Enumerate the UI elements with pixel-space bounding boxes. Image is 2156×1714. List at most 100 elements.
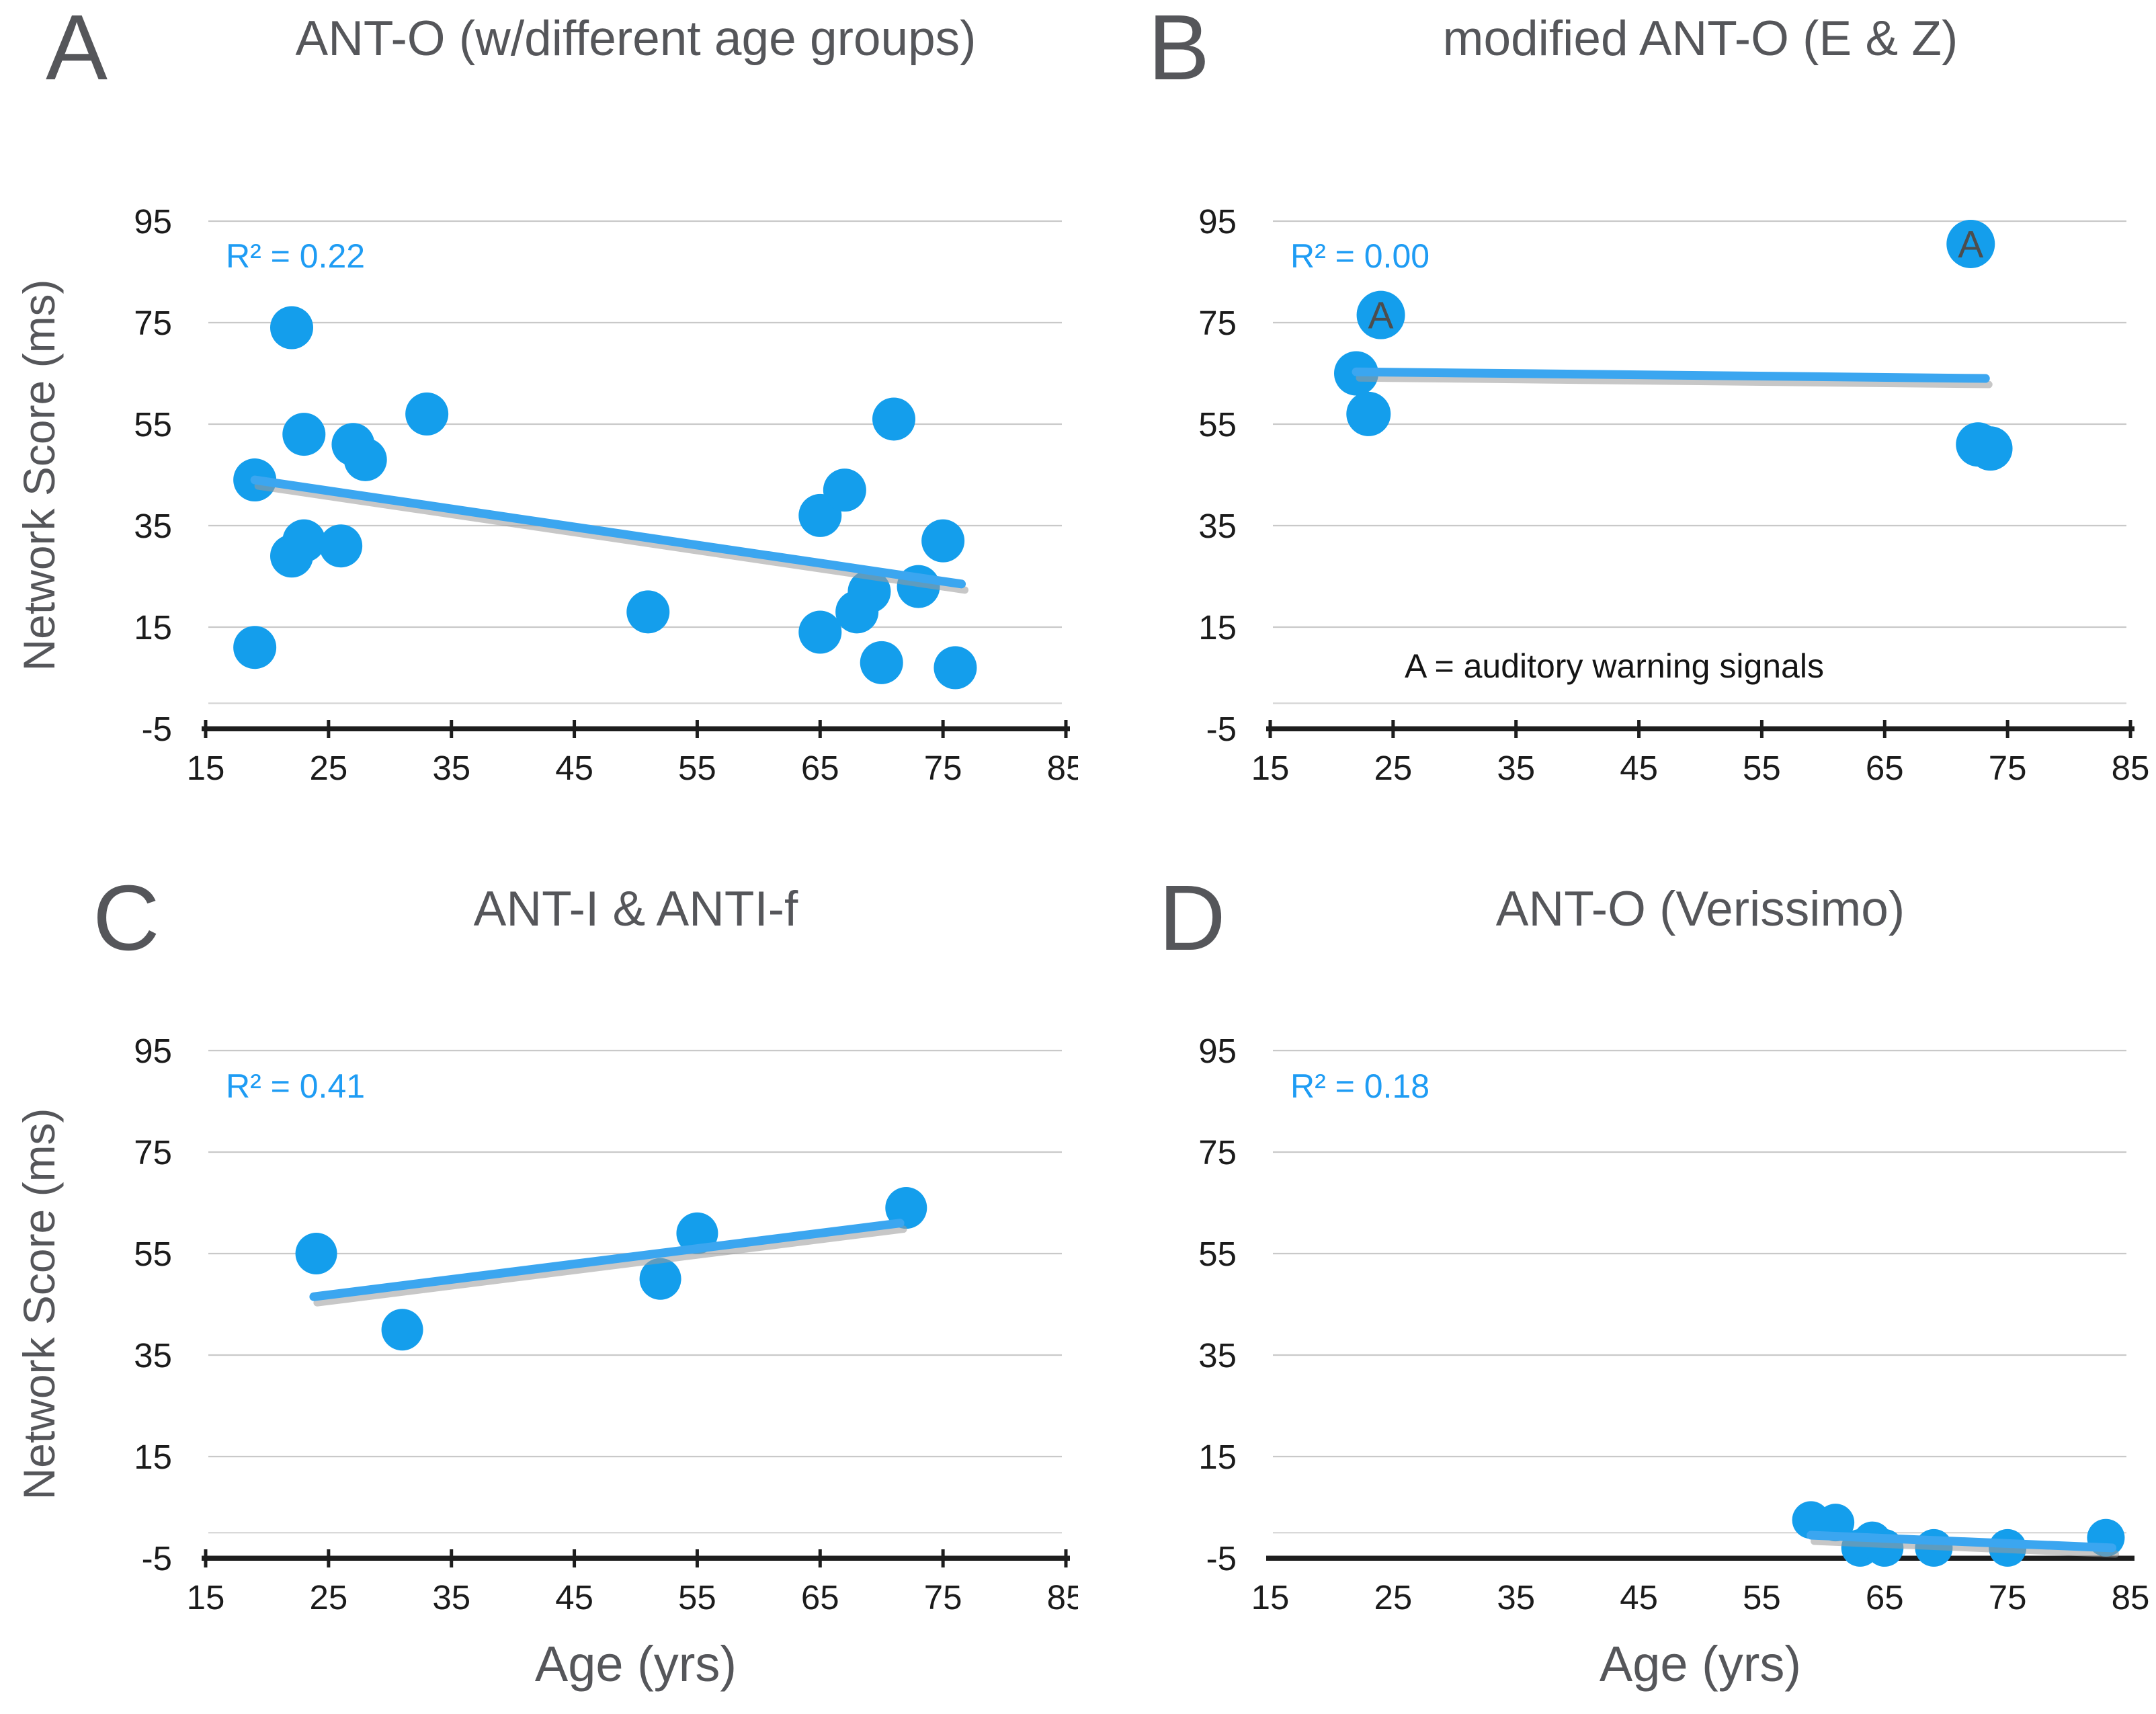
x-axis-tick: [1064, 1549, 1068, 1567]
x-axis-tick: [818, 720, 822, 738]
x-tick-label: 35: [1497, 749, 1535, 787]
x-axis-tick: [1268, 720, 1272, 738]
x-tick-label: 55: [678, 749, 716, 787]
trend-line: [1352, 367, 1990, 383]
x-axis-tick: [695, 1549, 699, 1567]
x-axis-tick: [1514, 720, 1518, 738]
r2-annotation-b: R² = 0.00: [1290, 237, 1430, 275]
panel-title-b: modified ANT-O (E & Z): [1442, 11, 1958, 66]
x-axis-tick: [941, 720, 945, 738]
y-tick-label: 75: [1198, 1133, 1237, 1172]
x-axis-tick: [941, 1549, 945, 1567]
x-tick-label: 65: [1866, 1578, 1904, 1617]
x-axis-tick: [1759, 720, 1764, 738]
x-tick-label: 15: [187, 1578, 225, 1617]
r2-annotation-c: R² = 0.41: [226, 1067, 366, 1105]
x-tick-label: 65: [801, 1578, 839, 1617]
y-tick-label: 15: [134, 1438, 172, 1476]
panel-letter-b: B: [1148, 0, 1210, 99]
panel-letter-c: C: [93, 866, 160, 970]
y-tick-label: 95: [134, 1032, 172, 1070]
x-tick-label: 85: [1047, 1578, 1078, 1617]
x-axis-tick: [1882, 720, 1887, 738]
panel-b: B modified ANT-O (E & Z) 95 75 55 35 15 -5 15 2…: [1078, 0, 2156, 857]
trend-line-shadow: [313, 1225, 907, 1307]
scatter-plot-d: 95 75 55 35 15 -5 15 25 35 45 55 65 75 85: [1198, 1032, 2150, 1617]
x-tick-label: 75: [1989, 1578, 2027, 1617]
y-tick-label: 15: [1198, 608, 1237, 647]
y-tick-label: 55: [1198, 405, 1237, 444]
data-point: [1346, 391, 1391, 436]
data-point: [798, 610, 842, 654]
panel-letter-d: D: [1159, 866, 1226, 970]
x-tick-label: 45: [1620, 1578, 1658, 1617]
trend-line-shadow: [1356, 374, 1993, 389]
data-point: [835, 590, 879, 634]
x-tick-label: 15: [187, 749, 225, 787]
data-point: [860, 641, 903, 684]
x-tick-label: 85: [2112, 1578, 2150, 1617]
data-point: [319, 524, 363, 568]
x-tick-label: 55: [678, 1578, 716, 1617]
x-tick-label: 75: [924, 1578, 962, 1617]
y-tick-label: 15: [134, 608, 172, 647]
y-tick-label: 55: [134, 1235, 172, 1273]
y-tick-label: 95: [134, 202, 172, 241]
auditory-warning-note: A = auditory warning signals: [1405, 647, 1824, 685]
data-point: [872, 397, 915, 441]
y-tick-label: 35: [1198, 507, 1237, 545]
data-point: [934, 646, 977, 690]
x-tick-label: 15: [1251, 749, 1290, 787]
x-axis-tick: [818, 1549, 822, 1567]
x-axis-line: [1266, 1555, 2134, 1561]
data-point: [626, 590, 670, 634]
x-axis-tick: [1637, 720, 1641, 738]
x-tick-label: 65: [1866, 749, 1904, 787]
x-tick-label: 75: [1989, 749, 2027, 787]
data-point: [381, 1309, 423, 1351]
y-tick-label: 95: [1198, 202, 1237, 241]
x-tick-label: 35: [432, 749, 470, 787]
x-tick-label: 45: [1620, 749, 1658, 787]
data-point: [823, 468, 866, 512]
x-axis-tick: [327, 1549, 331, 1567]
y-tick-label: 35: [1198, 1336, 1237, 1375]
x-axis-tick: [204, 720, 208, 738]
data-point: [270, 534, 313, 578]
data-point: [1968, 426, 2013, 471]
x-tick-label: 55: [1743, 1578, 1781, 1617]
data-point: [270, 306, 313, 350]
x-tick-label: 75: [924, 749, 962, 787]
panel-c: C ANT-I & ANTI-f Network Score (ms) 95 75…: [0, 857, 1078, 1714]
x-tick-label: 25: [309, 1578, 347, 1617]
scatter-plot-a: 95 75 55 35 15 -5 15 25 35 45 55 65 75 85: [134, 202, 1078, 787]
y-tick-label: -5: [1206, 710, 1237, 748]
panel-d: D ANT-O (Verissimo) 95 75 55 35 15 -5 15 25 35 45…: [1078, 857, 2156, 1714]
panel-a: A ANT-O (w/different age groups) Network…: [0, 0, 1078, 857]
panel-title-a: ANT-O (w/different age groups): [295, 11, 977, 66]
x-tick-label: 65: [801, 749, 839, 787]
x-axis-title-d: Age (yrs): [1599, 1636, 1802, 1692]
data-point: [1356, 290, 1405, 339]
x-tick-label: 35: [1497, 1578, 1535, 1617]
y-tick-label: 75: [134, 1133, 172, 1172]
data-point: [639, 1258, 681, 1300]
x-tick-label: 85: [2112, 749, 2150, 787]
x-axis-tick: [1064, 720, 1068, 738]
x-tick-label: 85: [1047, 749, 1078, 787]
x-tick-label: 25: [309, 749, 347, 787]
r2-annotation-d: R² = 0.18: [1290, 1067, 1430, 1105]
point-label-a: A: [1958, 223, 1983, 266]
y-tick-label: 75: [1198, 304, 1237, 342]
x-tick-label: 15: [1251, 1578, 1290, 1617]
y-tick-label: 35: [134, 507, 172, 545]
x-axis-tick: [450, 720, 454, 738]
x-axis-line: [202, 726, 1070, 731]
panel-title-d: ANT-O (Verissimo): [1495, 882, 1905, 936]
data-point: [885, 1187, 927, 1229]
trend-line: [309, 1219, 905, 1301]
x-tick-label: 25: [1374, 1578, 1412, 1617]
x-axis-tick: [2005, 720, 2009, 738]
x-axis-line: [1266, 726, 2134, 731]
x-axis-tick: [695, 720, 699, 738]
